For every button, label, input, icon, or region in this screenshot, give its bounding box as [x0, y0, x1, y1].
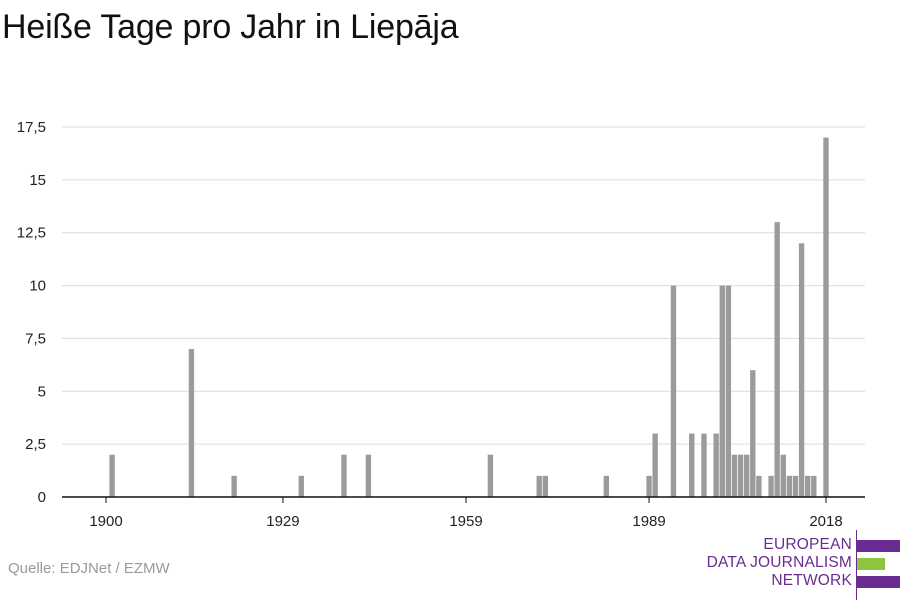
y-tick-label: 5: [38, 383, 46, 400]
logo-line-3: NETWORK: [771, 572, 852, 589]
bar-1982[interactable]: [603, 475, 610, 497]
bar-1998[interactable]: [701, 433, 707, 497]
x-tick-label: 1959: [449, 513, 482, 530]
logo-divider: [856, 530, 857, 600]
bar-2001[interactable]: [719, 285, 725, 497]
bar-1993[interactable]: [670, 285, 677, 497]
bar-2014[interactable]: [798, 243, 805, 497]
logo-bar-top: [857, 540, 900, 552]
logo-bar-middle: [857, 558, 885, 570]
source-note: Quelle: EDJNet / EZMW: [8, 560, 170, 577]
bar-1971[interactable]: [536, 475, 542, 497]
edjnet-logo[interactable]: EUROPEAN DATA JOURNALISM NETWORK: [706, 530, 900, 600]
bar-1939[interactable]: [341, 454, 347, 497]
bar-2018[interactable]: [823, 137, 829, 498]
grid-lines: [62, 126, 865, 445]
y-axis-ticks: 0 2,5 5 7,5 10 12,5 15 17,5: [17, 119, 46, 506]
x-tick-label: 1929: [266, 513, 299, 530]
bar-2011[interactable]: [780, 454, 786, 497]
bar-1943[interactable]: [365, 454, 372, 497]
logo-line-2: DATA JOURNALISM: [706, 554, 852, 571]
bar-1914[interactable]: [188, 349, 195, 497]
bar-2005[interactable]: [743, 454, 750, 497]
bar-2007[interactable]: [756, 475, 762, 497]
y-tick-label: 0: [38, 489, 46, 506]
y-tick-label: 7,5: [25, 330, 46, 347]
bar-2003[interactable]: [731, 454, 738, 497]
y-tick-label: 12,5: [17, 225, 46, 242]
bar-1990[interactable]: [652, 433, 658, 497]
x-tick-label: 1989: [632, 513, 665, 530]
x-axis: 1900 1929 1959 1989 2018: [62, 496, 865, 530]
y-tick-label: 10: [29, 278, 46, 295]
bar-1921[interactable]: [231, 475, 237, 497]
x-tick-label: 1900: [89, 513, 122, 530]
bars: [109, 137, 829, 498]
y-tick-label: 15: [29, 172, 46, 189]
bar-2009[interactable]: [768, 475, 774, 497]
bar-2016[interactable]: [811, 475, 817, 497]
bar-1932[interactable]: [298, 475, 304, 497]
chart-title: Heiße Tage pro Jahr in Liepāja: [2, 8, 459, 46]
bar-2000[interactable]: [713, 433, 719, 497]
bar-1996[interactable]: [689, 433, 695, 497]
y-tick-label: 2,5: [25, 436, 46, 453]
logo-text: EUROPEAN DATA JOURNALISM NETWORK: [707, 536, 852, 590]
logo-line-1: EUROPEAN: [763, 536, 852, 553]
bar-1901[interactable]: [109, 454, 115, 497]
bar-2004[interactable]: [737, 454, 744, 497]
bar-2010[interactable]: [774, 222, 780, 497]
bar-1989[interactable]: [646, 475, 652, 497]
bar-2013[interactable]: [792, 475, 799, 497]
logo-bar-bottom: [857, 576, 900, 588]
bar-1972[interactable]: [542, 475, 549, 497]
bar-2015[interactable]: [805, 475, 811, 497]
bar-1963[interactable]: [487, 454, 494, 497]
y-tick-label: 17,5: [17, 119, 46, 136]
x-tick-label: 2018: [809, 513, 842, 530]
bar-2002[interactable]: [725, 285, 732, 497]
bar-2006[interactable]: [750, 370, 756, 497]
bar-2012[interactable]: [786, 475, 793, 497]
